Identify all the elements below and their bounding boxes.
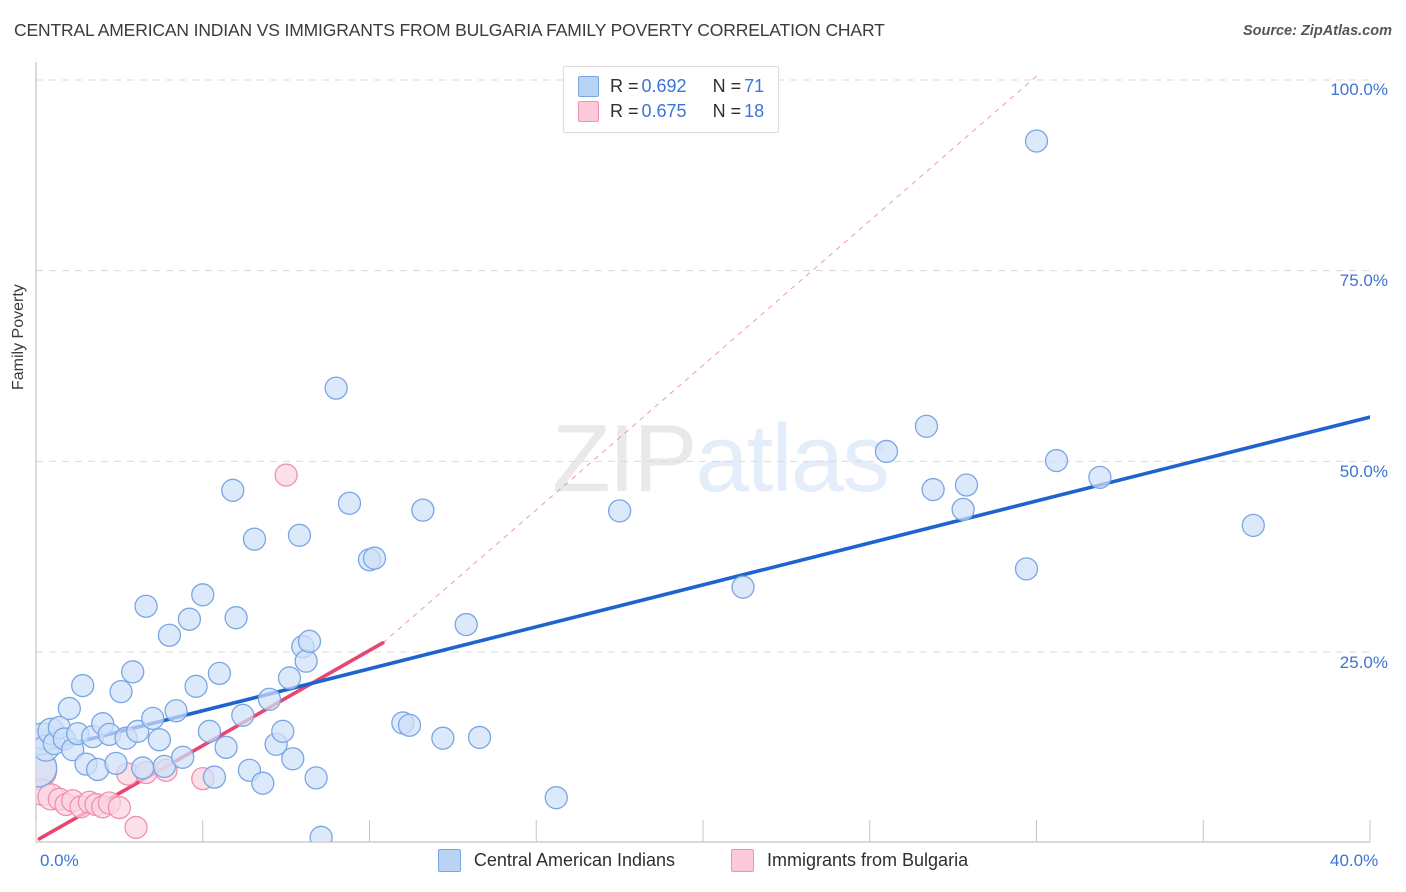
x-axis-ticks [35, 820, 1371, 842]
n-value-pink: 18 [744, 101, 765, 121]
scatter-points-central-american [36, 129, 1265, 842]
r-label-pink: R = [610, 101, 639, 121]
correlation-legend: R = 0.692 N = 71 R = 0.675 N = 18 [563, 66, 780, 133]
y-tick-label-75: 75.0% [1339, 271, 1388, 290]
y-tick-label-25: 25.0% [1339, 653, 1388, 672]
series-swatch-blue-icon [437, 849, 461, 872]
r-value-pink: 0.675 [641, 101, 687, 121]
r-value-blue: 0.692 [641, 76, 687, 96]
series-legend-label-central-american: Central American Indians [473, 850, 676, 870]
gridlines [36, 79, 1370, 653]
n-label-blue: N = [712, 76, 742, 96]
legend-swatch-blue-icon [578, 76, 599, 97]
series-swatch-pink-icon [731, 849, 755, 872]
x-tick-label-0: 0.0% [40, 851, 79, 870]
series-legend: Central American Indians Immigrants from… [0, 849, 1406, 872]
n-value-blue: 71 [744, 76, 765, 96]
series-legend-label-bulgaria: Immigrants from Bulgaria [767, 850, 969, 870]
correlation-row-central-american: R = 0.692 N = 71 [578, 74, 764, 99]
legend-swatch-pink-icon [578, 101, 599, 122]
y-tick-label-100: 100.0% [1330, 80, 1388, 99]
x-tick-label-40: 40.0% [1330, 851, 1379, 870]
series-legend-item-central-american[interactable]: Central American Indians [437, 849, 676, 872]
series-legend-item-bulgaria[interactable]: Immigrants from Bulgaria [731, 849, 968, 872]
r-label-blue: R = [610, 76, 639, 96]
page-title: CENTRAL AMERICAN INDIAN VS IMMIGRANTS FR… [14, 20, 885, 40]
n-label-pink: N = [712, 101, 742, 121]
source-attribution: Source: ZipAtlas.com [1242, 23, 1392, 39]
correlation-row-bulgaria: R = 0.675 N = 18 [578, 99, 764, 124]
y-tick-label-50: 50.0% [1339, 462, 1388, 481]
